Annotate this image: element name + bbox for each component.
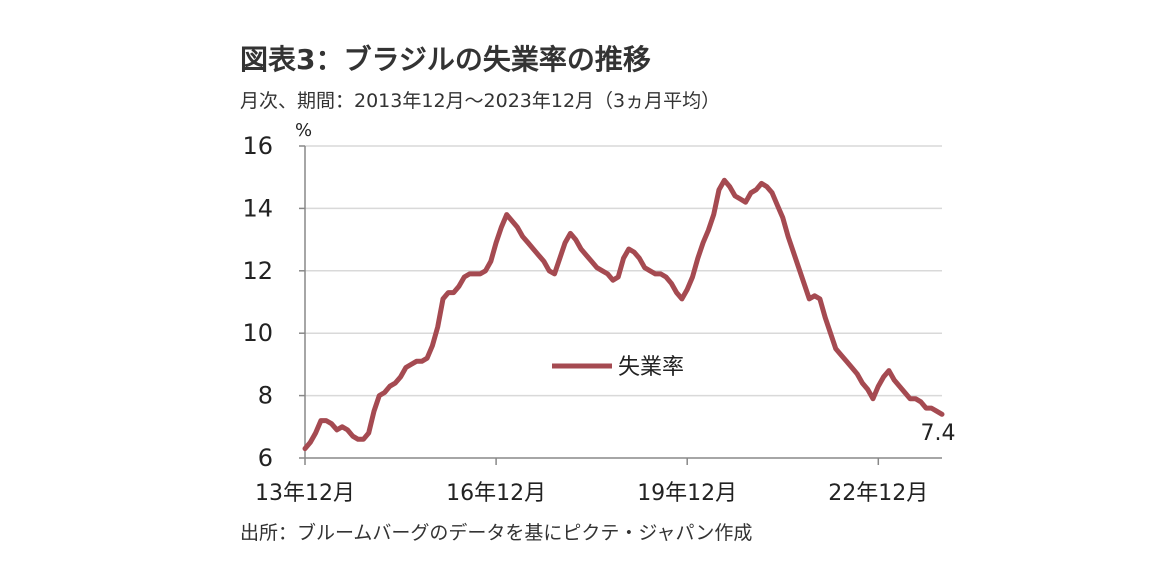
y-tick-label: 10 <box>242 319 273 347</box>
y-tick-label: 12 <box>242 257 273 285</box>
source-note: 出所：ブルームバーグのデータを基にピクテ・ジャパン作成 <box>240 522 753 544</box>
y-tick-label: 14 <box>242 194 273 222</box>
y-axis-ticks: 6 8 10 12 14 16 <box>242 132 305 472</box>
legend-label: 失業率 <box>618 355 684 380</box>
y-tick-label: 8 <box>258 382 273 410</box>
y-tick-label: 16 <box>242 132 273 160</box>
x-axis-ticks: 13年12月 16年12月 19年12月 22年12月 <box>255 458 928 506</box>
series-line-unemployment <box>302 177 945 452</box>
chart-subtitle: 月次、期間：2013年12月～2023年12月（3ヵ月平均） <box>240 90 721 112</box>
legend: 失業率 <box>552 355 684 380</box>
x-tick-label: 22年12月 <box>828 481 928 506</box>
chart-title: 図表3：ブラジルの失業率の推移 <box>240 43 651 76</box>
y-axis-unit: % <box>295 120 312 141</box>
x-tick-label: 19年12月 <box>637 481 737 506</box>
gridlines <box>305 145 942 397</box>
x-tick-label: 13年12月 <box>255 481 355 506</box>
end-value-label: 7.4 <box>921 421 956 446</box>
y-tick-label: 6 <box>258 444 273 472</box>
x-tick-label: 16年12月 <box>446 481 546 506</box>
